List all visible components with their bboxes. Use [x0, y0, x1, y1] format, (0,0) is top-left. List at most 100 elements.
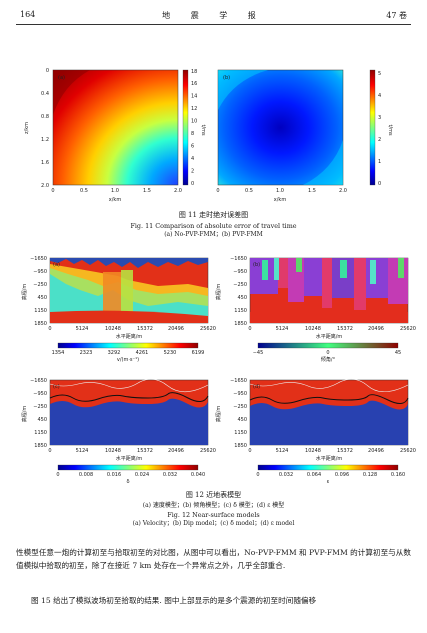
svg-text:0: 0 [191, 181, 194, 187]
svg-text:t/ms: t/ms [200, 124, 206, 136]
svg-text:1.5: 1.5 [308, 188, 316, 194]
fig12b-xaxis: 0 5124 10248 15372 20496 25620 水平距离/m [248, 326, 416, 340]
svg-text:2.0: 2.0 [174, 188, 182, 194]
svg-text:1.6: 1.6 [41, 160, 49, 166]
fig11a-colorbar: 0 2 4 6 8 10 12 14 16 18 t/ms [182, 69, 206, 187]
fig12b-yaxis: −1650 −950 −250 450 1150 1850 高程/m [215, 256, 247, 327]
svg-text:0: 0 [378, 181, 381, 187]
svg-text:3292: 3292 [108, 350, 121, 356]
svg-text:−45: −45 [253, 350, 264, 356]
svg-text:0.024: 0.024 [135, 472, 149, 478]
svg-text:1.0: 1.0 [276, 188, 284, 194]
svg-text:25620: 25620 [200, 326, 216, 332]
fig12b-colorbar: −45 0 45 倾角/° [253, 342, 401, 363]
svg-text:1: 1 [378, 159, 381, 165]
fig12c-colorbar: 0 0.008 0.016 0.024 0.032 0.040 δ [56, 464, 205, 485]
svg-text:−950: −950 [33, 269, 47, 275]
svg-text:ε: ε [327, 479, 330, 485]
svg-text:−950: −950 [233, 269, 247, 275]
svg-text:0.8: 0.8 [41, 114, 49, 120]
svg-text:8: 8 [191, 131, 194, 137]
svg-text:−1650: −1650 [230, 378, 247, 384]
svg-text:6199: 6199 [192, 350, 205, 356]
fig12a-yaxis: −1650 −950 −250 450 1150 1850 高程/m [21, 256, 47, 327]
fig11b-colorbar: 0 1 2 3 4 5 t/ms [369, 69, 393, 187]
svg-text:0: 0 [216, 188, 219, 194]
svg-text:25620: 25620 [400, 448, 416, 454]
svg-text:0.040: 0.040 [191, 472, 205, 478]
body-paragraph-1: 性模型任意一炮的计算初至与拾取初至的对比图，从图中可以看出，No-PVP-FMM… [16, 548, 411, 570]
svg-text:5124: 5124 [76, 448, 89, 454]
svg-text:−250: −250 [233, 282, 247, 288]
svg-text:(b): (b) [253, 262, 260, 268]
svg-text:0.4: 0.4 [41, 91, 49, 97]
fig12d-colorbar: 0 0.032 0.064 0.096 0.128 0.160 ε [256, 464, 405, 485]
svg-text:10248: 10248 [305, 326, 321, 332]
svg-text:15372: 15372 [137, 448, 153, 454]
svg-text:水平距离/m: 水平距离/m [316, 455, 343, 462]
svg-text:−1650: −1650 [30, 378, 47, 384]
svg-text:水平距离/m: 水平距离/m [116, 333, 143, 340]
svg-text:5230: 5230 [164, 350, 177, 356]
svg-text:水平距离/m: 水平距离/m [116, 455, 143, 462]
svg-text:6: 6 [191, 144, 194, 150]
svg-text:10: 10 [191, 119, 197, 125]
svg-text:1354: 1354 [52, 350, 65, 356]
svg-text:(a): (a) [53, 262, 60, 268]
fig11b-xaxis: 0 0.5 1.0 1.5 2.0 x/km [216, 188, 347, 203]
svg-text:1850: 1850 [234, 321, 247, 327]
fig12-panel-d: (d) −1650 −950 −250 450 1150 1850 高程/m 0… [215, 378, 416, 485]
fig11-caption: 图 11 走时绝对误差图 Fig. 11 Comparison of absol… [130, 211, 297, 238]
fig12c-yaxis: −1650 −950 −250 450 1150 1850 高程/m [21, 378, 47, 449]
svg-text:−250: −250 [33, 282, 47, 288]
svg-text:−250: −250 [233, 404, 247, 410]
fig11a-label: (a) [58, 75, 65, 81]
svg-text:−1650: −1650 [230, 256, 247, 262]
svg-text:1150: 1150 [34, 430, 47, 436]
svg-text:−950: −950 [33, 391, 47, 397]
svg-text:15372: 15372 [137, 326, 153, 332]
svg-text:t/ms: t/ms [387, 124, 393, 136]
svg-text:x/km: x/km [274, 197, 287, 203]
svg-text:20496: 20496 [368, 326, 384, 332]
fig11-panel-a: (a) 0 0.4 0.8 1.2 1.6 2.0 z/km 0 0.5 1.0… [24, 68, 206, 203]
svg-text:高程/m: 高程/m [215, 406, 222, 423]
svg-text:−1650: −1650 [30, 256, 47, 262]
svg-text:高程/m: 高程/m [21, 406, 28, 423]
fig12d-yaxis: −1650 −950 −250 450 1150 1850 高程/m [215, 378, 247, 449]
svg-text:2: 2 [378, 137, 381, 143]
svg-text:1.2: 1.2 [41, 137, 49, 143]
svg-text:2: 2 [191, 169, 194, 175]
fig12-panel-c: (c) −1650 −950 −250 450 1150 1850 高程/m 0… [21, 378, 216, 485]
svg-text:0.5: 0.5 [245, 188, 253, 194]
svg-text:0: 0 [256, 472, 259, 478]
svg-text:0.016: 0.016 [107, 472, 121, 478]
svg-text:水平距离/m: 水平距离/m [316, 333, 343, 340]
svg-text:z/km: z/km [24, 122, 30, 134]
svg-text:0.5: 0.5 [80, 188, 88, 194]
svg-text:450: 450 [237, 417, 247, 423]
svg-text:450: 450 [237, 295, 247, 301]
page-number: 164 [20, 10, 36, 19]
svg-text:10248: 10248 [105, 448, 121, 454]
svg-text:10248: 10248 [105, 326, 121, 332]
svg-text:0.096: 0.096 [335, 472, 349, 478]
svg-text:0: 0 [51, 188, 54, 194]
svg-text:0.128: 0.128 [363, 472, 377, 478]
fig11-panel-b: (b) 0 0.5 1.0 1.5 2.0 x/km 0 1 2 3 4 5 t… [216, 69, 393, 203]
svg-text:0.064: 0.064 [307, 472, 321, 478]
svg-text:1150: 1150 [234, 308, 247, 314]
svg-text:5: 5 [378, 71, 381, 77]
svg-text:20496: 20496 [168, 326, 184, 332]
svg-text:0.032: 0.032 [279, 472, 293, 478]
svg-text:4: 4 [378, 93, 381, 99]
svg-text:4261: 4261 [136, 350, 149, 356]
body-paragraph-2: 图 15 给出了模拟波场初至拾取的结果. 图中上部显示的是多个震源的初至时间随偏… [31, 596, 317, 605]
fig11b-label: (b) [223, 75, 230, 81]
svg-text:0: 0 [326, 350, 329, 356]
fig11a-xaxis: 0 0.5 1.0 1.5 2.0 x/km [51, 188, 182, 203]
svg-text:1.5: 1.5 [143, 188, 151, 194]
svg-text:v/(m·s⁻¹): v/(m·s⁻¹) [117, 357, 139, 363]
svg-text:20496: 20496 [168, 448, 184, 454]
svg-text:5124: 5124 [76, 326, 89, 332]
